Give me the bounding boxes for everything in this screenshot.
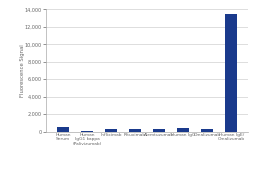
Bar — [153, 129, 165, 132]
Bar — [201, 129, 214, 132]
Bar — [129, 129, 141, 132]
Bar — [226, 14, 238, 132]
Y-axis label: Fluorescence Signal: Fluorescence Signal — [19, 44, 25, 97]
Bar — [105, 129, 117, 132]
Bar — [57, 127, 69, 132]
Bar — [81, 130, 93, 132]
Bar — [177, 128, 189, 132]
